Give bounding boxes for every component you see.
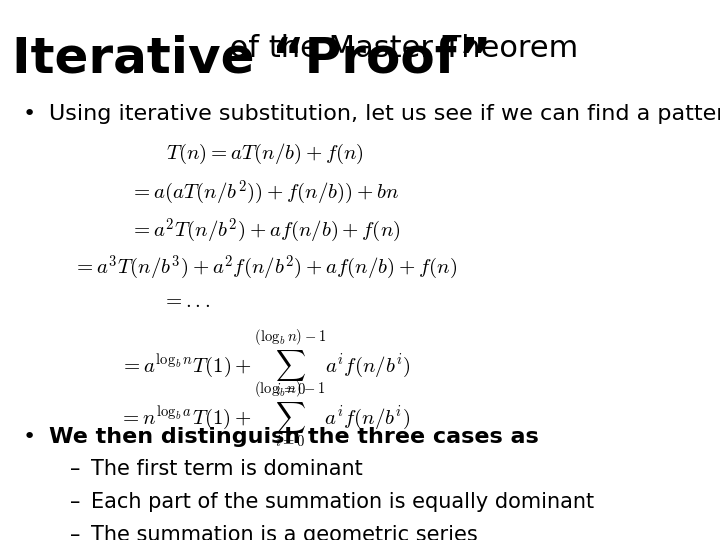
Text: $T(n) = aT(n/b) + f(n)$: $T(n) = aT(n/b) + f(n)$: [166, 141, 364, 166]
Text: •: •: [22, 427, 36, 447]
Text: We then distinguish the three cases as: We then distinguish the three cases as: [49, 427, 539, 447]
Text: $= n^{\log_b a}T(1) + \sum_{i=0}^{(\log_b n)-1} a^i f(n/b^i)$: $= n^{\log_b a}T(1) + \sum_{i=0}^{(\log_…: [120, 380, 410, 449]
Text: –: –: [70, 492, 81, 512]
Text: Iterative “Proof”: Iterative “Proof”: [12, 34, 492, 82]
Text: of the Master Theorem: of the Master Theorem: [220, 34, 578, 63]
Text: Using iterative substitution, let us see if we can find a pattern:: Using iterative substitution, let us see…: [49, 104, 720, 124]
Text: Each part of the summation is equally dominant: Each part of the summation is equally do…: [91, 492, 594, 512]
Text: The first term is dominant: The first term is dominant: [91, 460, 363, 480]
Text: –: –: [70, 460, 81, 480]
Text: •: •: [22, 104, 36, 124]
Text: $= a^3T(n/b^3) + a^2f(n/b^2) + af(n/b) + f(n)$: $= a^3T(n/b^3) + a^2f(n/b^2) + af(n/b) +…: [73, 254, 457, 282]
Text: –: –: [70, 525, 81, 540]
Text: $= a^{\log_b n}T(1) + \sum_{i=0}^{(\log_b n)-1} a^i f(n/b^i)$: $= a^{\log_b n}T(1) + \sum_{i=0}^{(\log_…: [120, 328, 410, 398]
Text: $= a^2T(n/b^2) + af(n/b) + f(n)$: $= a^2T(n/b^2) + af(n/b) + f(n)$: [130, 217, 400, 245]
Text: $= a(aT(n/b^2)) + f(n/b)) + bn$: $= a(aT(n/b^2)) + f(n/b)) + bn$: [130, 179, 400, 207]
Text: $= ...$: $= ...$: [162, 291, 210, 311]
Text: The summation is a geometric series: The summation is a geometric series: [91, 525, 478, 540]
